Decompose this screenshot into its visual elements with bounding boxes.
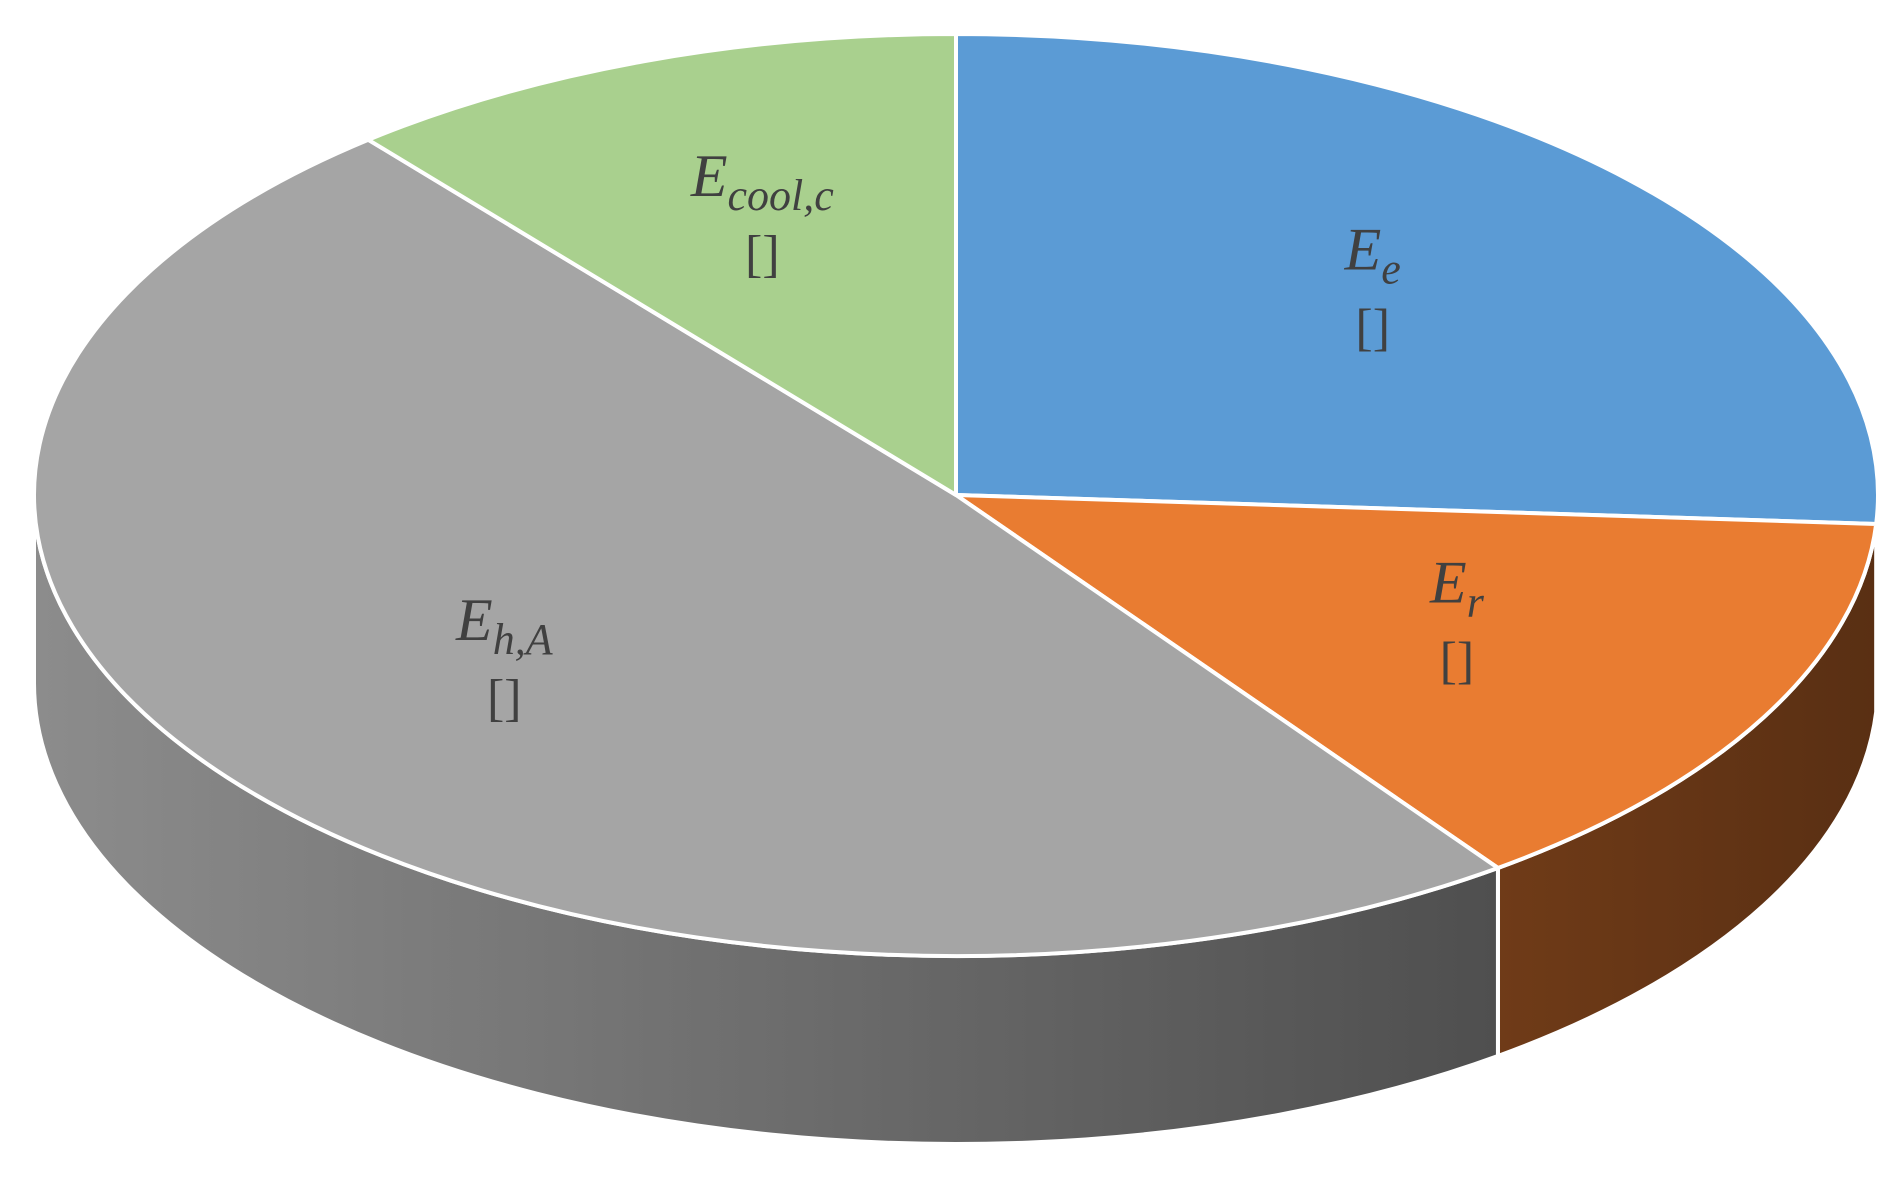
label-symbol: E [455, 587, 493, 653]
label-subscript: e [1381, 244, 1401, 293]
label-subscript: r [1467, 578, 1485, 627]
slice-label: Er [1429, 550, 1485, 627]
slice [954, 32, 1880, 526]
slice-label: Ee [1344, 216, 1401, 293]
slice-label: Ecool,c [690, 143, 834, 220]
label-subscript: cool,c [728, 171, 835, 220]
value-label: [] [1355, 299, 1390, 356]
slice-label: Eh,A [455, 587, 554, 664]
slice [32, 137, 1500, 959]
label-symbol: E [690, 143, 728, 209]
value-label: [] [487, 670, 522, 727]
value-label: [] [745, 226, 780, 283]
label-subscript: h,A [493, 615, 554, 664]
value-label: [] [1440, 633, 1475, 690]
slice [366, 32, 958, 497]
slice [954, 493, 1879, 870]
label-symbol: E [1429, 550, 1467, 616]
label-symbol: E [1344, 216, 1382, 282]
